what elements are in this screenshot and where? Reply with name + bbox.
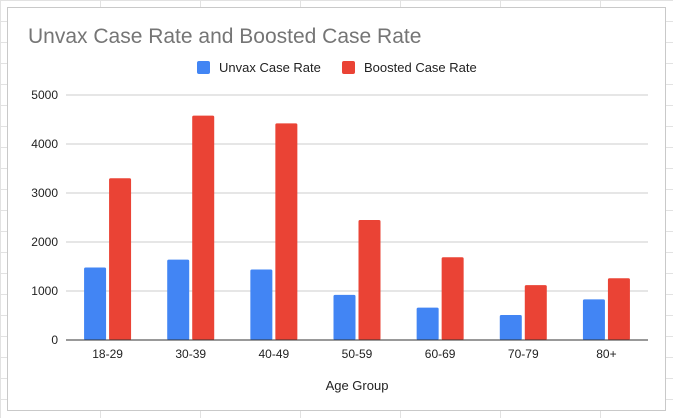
- y-tick-label: 5000: [31, 88, 58, 102]
- x-tick-label: 30-39: [175, 347, 206, 361]
- x-axis-title: Age Group: [326, 378, 389, 393]
- x-tick-label: 60-69: [425, 347, 456, 361]
- gridlines: [66, 94, 648, 292]
- chart-title: Unvax Case Rate and Boosted Case Rate: [28, 25, 421, 48]
- y-tick-label: 0: [51, 333, 58, 347]
- bar-unvax-30-39[interactable]: [167, 259, 190, 340]
- bar-boosted-80+[interactable]: [607, 278, 630, 340]
- bar-unvax-18-29[interactable]: [84, 267, 107, 340]
- legend-swatch: [197, 61, 210, 74]
- x-tick-label: 80+: [596, 347, 616, 361]
- y-tick-label: 3000: [31, 186, 58, 200]
- bar-unvax-70-79[interactable]: [499, 315, 522, 340]
- x-tick-label: 50-59: [342, 347, 373, 361]
- bar-boosted-70-79[interactable]: [524, 285, 547, 340]
- bars: [84, 115, 630, 340]
- x-tick-label: 18-29: [92, 347, 123, 361]
- y-tick-label: 2000: [31, 235, 58, 249]
- y-tick-label: 1000: [31, 284, 58, 298]
- legend-label: Boosted Case Rate: [364, 60, 477, 75]
- x-axis-ticks: 18-29 30-39 40-49 50-59 60-69 70-79 80+: [92, 347, 616, 361]
- bar-boosted-50-59[interactable]: [358, 219, 381, 340]
- bar-boosted-30-39[interactable]: [192, 115, 215, 340]
- y-tick-label: 4000: [31, 137, 58, 151]
- bar-boosted-40-49[interactable]: [275, 123, 298, 340]
- x-tick-label: 40-49: [259, 347, 290, 361]
- legend-label: Unvax Case Rate: [219, 60, 321, 75]
- bar-unvax-80+[interactable]: [582, 299, 605, 340]
- bar-boosted-18-29[interactable]: [109, 178, 132, 340]
- bar-boosted-60-69[interactable]: [441, 257, 464, 340]
- bar-unvax-60-69[interactable]: [416, 307, 439, 340]
- bar-unvax-50-59[interactable]: [333, 294, 356, 340]
- y-axis-ticks: 0 1000 2000 3000 4000 5000: [31, 88, 58, 347]
- legend-swatch: [342, 61, 355, 74]
- legend: Unvax Case Rate Boosted Case Rate: [197, 60, 477, 75]
- bar-unvax-40-49[interactable]: [250, 269, 273, 340]
- x-tick-label: 70-79: [508, 347, 539, 361]
